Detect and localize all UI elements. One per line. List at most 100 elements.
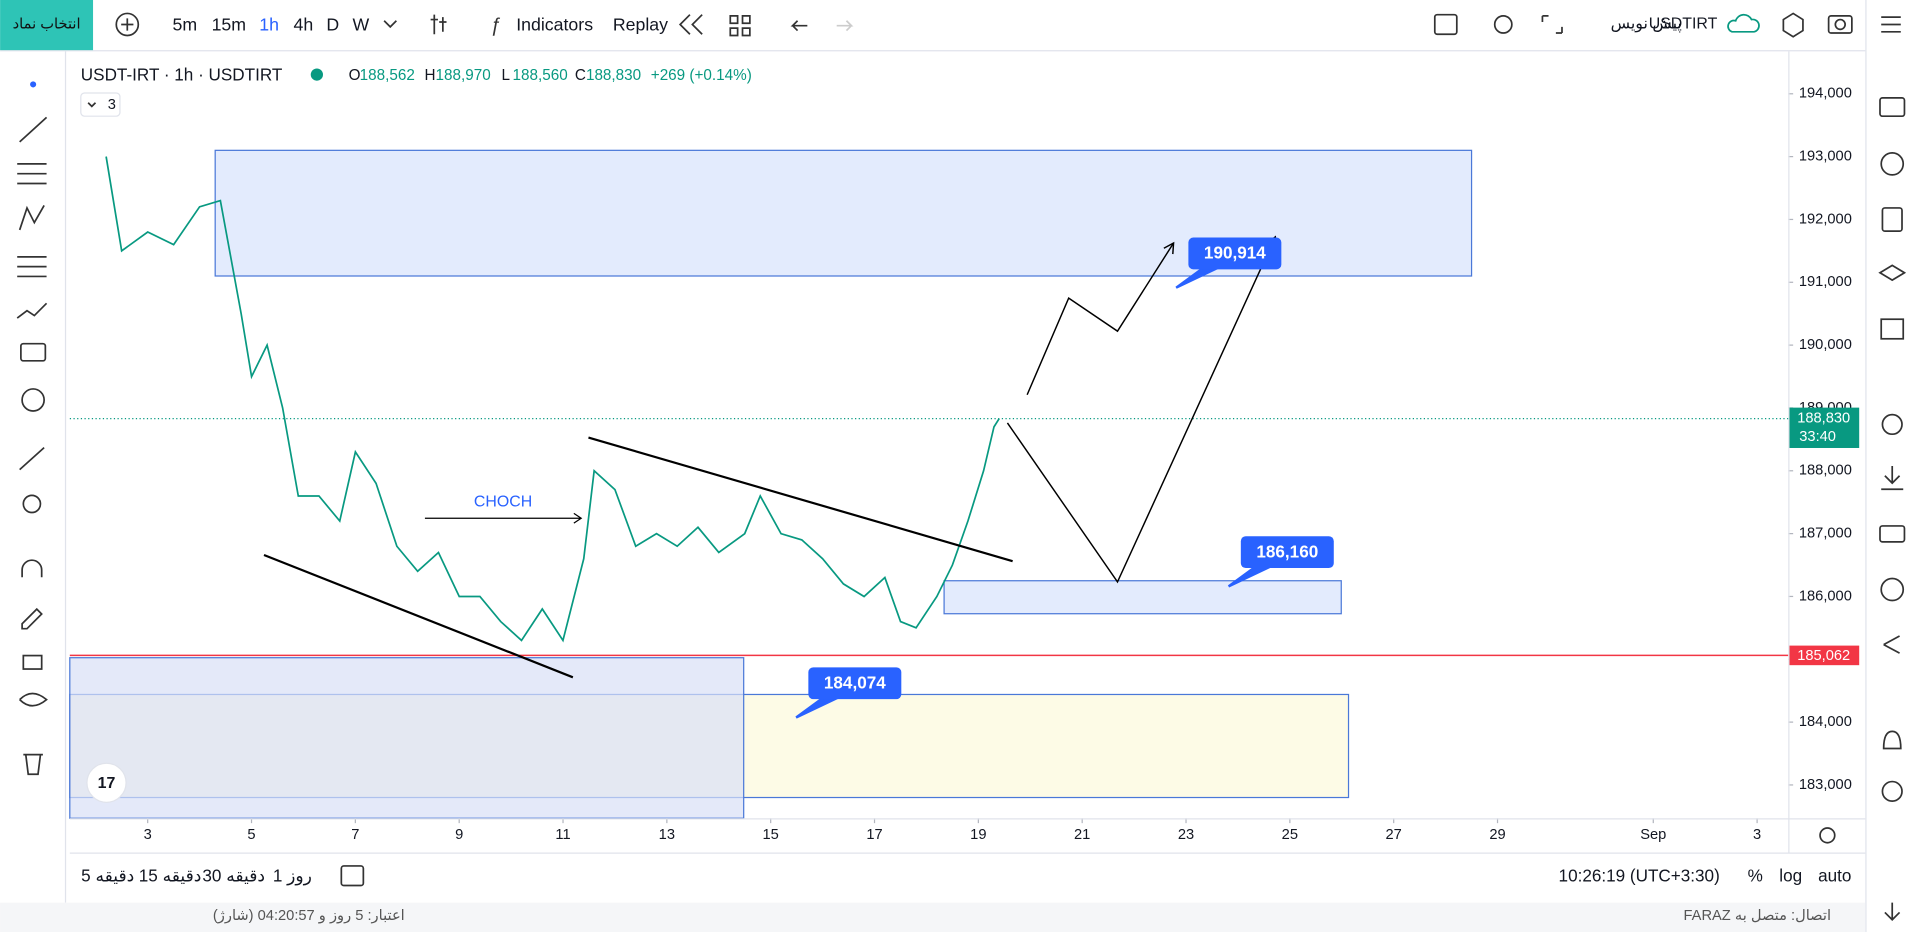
add-icon[interactable] <box>115 12 140 37</box>
y-tick-label: 188,000 <box>1799 463 1852 479</box>
settings-icon[interactable] <box>1881 413 1903 436</box>
axis-settings-icon[interactable] <box>1819 827 1836 844</box>
card-icon[interactable] <box>1879 525 1906 543</box>
log-toggle[interactable]: log <box>1779 866 1802 885</box>
level-badge <box>1789 645 1860 666</box>
expand-icon[interactable] <box>1541 15 1563 34</box>
zone <box>69 657 745 819</box>
fib-tool[interactable] <box>17 163 47 185</box>
y-tick-label: 183,000 <box>1799 777 1852 793</box>
range-button[interactable]: 30 دقیقه <box>202 866 265 885</box>
ohlc-key: H <box>425 67 436 84</box>
notes-icon[interactable] <box>1880 318 1905 340</box>
zone <box>214 149 1473 277</box>
arrowhead <box>1163 241 1175 255</box>
dropdown-icon[interactable] <box>383 20 397 29</box>
alerts-icon[interactable] <box>1880 152 1905 176</box>
interval-button[interactable]: 5m <box>172 14 197 34</box>
trendline <box>263 553 574 679</box>
y-tick-label: 194,000 <box>1799 86 1852 102</box>
x-tick-label: 27 <box>1386 827 1402 843</box>
date-range-icon[interactable] <box>340 865 365 887</box>
percent-toggle[interactable]: % <box>1748 866 1763 885</box>
choch-label: CHOCH <box>474 494 532 511</box>
settings-icon[interactable] <box>1782 12 1804 38</box>
interval-button[interactable]: 1h <box>259 14 279 34</box>
hide-tool[interactable] <box>19 692 48 707</box>
callout-label: 186,160 <box>1256 542 1318 561</box>
watchlist-icon[interactable] <box>1879 96 1906 118</box>
indicators-toggle[interactable] <box>80 92 121 117</box>
add-icon <box>121 18 134 31</box>
change: +269 (+0.14%) <box>651 67 752 84</box>
lock-tool[interactable] <box>22 654 43 670</box>
callout-box <box>1240 536 1334 569</box>
drawing-mode-tool[interactable] <box>21 607 43 630</box>
ruler-tool[interactable] <box>19 447 45 471</box>
layers-icon[interactable] <box>1878 264 1907 282</box>
tv-logo <box>86 762 127 803</box>
cloud-icon[interactable] <box>1727 13 1760 33</box>
interval-button[interactable]: D <box>326 14 339 34</box>
redo-icon[interactable] <box>836 20 854 32</box>
auto-toggle[interactable]: auto <box>1818 866 1851 885</box>
x-tick-label: 13 <box>659 827 675 843</box>
ohlc-value: 188,562 <box>360 67 415 84</box>
zone <box>943 580 1342 615</box>
undo-icon[interactable] <box>790 20 808 32</box>
symbol-label: USDTIRT <box>1649 16 1718 33</box>
x-tick-label: Sep <box>1640 827 1666 843</box>
replay-button[interactable]: Replay <box>613 14 668 34</box>
ohlc-key: L <box>502 67 511 84</box>
interval-button[interactable]: 4h <box>294 14 314 34</box>
shape-tool[interactable] <box>20 342 47 362</box>
zoom-tool[interactable] <box>22 494 42 514</box>
range-button[interactable]: 15 دقیقه <box>139 866 202 885</box>
trendline-tool[interactable] <box>19 116 48 143</box>
y-tick-label: 184,000 <box>1799 714 1852 730</box>
layout-icon[interactable] <box>729 15 751 37</box>
share-icon[interactable] <box>1883 635 1900 654</box>
chart-type-icon[interactable] <box>430 14 447 35</box>
notifications-icon[interactable] <box>1882 730 1902 750</box>
level-label: 185,062 <box>1797 648 1850 664</box>
alert-icon[interactable] <box>1493 15 1513 34</box>
connection-status: اتصال: متصل به FARAZ <box>1684 908 1832 924</box>
ohlc-key: O <box>349 67 361 84</box>
countdown: 33:40 <box>1799 429 1836 445</box>
range-button[interactable]: 5 دقیقه <box>81 866 134 885</box>
snapshot-icon <box>1834 18 1846 31</box>
interval-button[interactable]: W <box>353 14 370 34</box>
x-tick-label: 3 <box>144 827 152 843</box>
fullscreen-icon[interactable] <box>1433 13 1458 36</box>
news-icon[interactable] <box>1881 207 1903 233</box>
top-bar <box>0 0 1918 51</box>
scroll-icon[interactable] <box>1884 902 1901 921</box>
x-tick-label: 25 <box>1282 827 1298 843</box>
account-icon[interactable] <box>1880 577 1905 602</box>
pattern-tool[interactable] <box>18 205 45 231</box>
draft-label: پیش نویس <box>1611 16 1682 34</box>
forecast-tool[interactable] <box>17 255 47 278</box>
x-tick-label: 11 <box>555 827 570 843</box>
y-tick-label: 193,000 <box>1799 148 1852 164</box>
download-icon[interactable] <box>1881 465 1904 491</box>
menu-icon[interactable] <box>1881 16 1901 33</box>
last-price-badge <box>1789 407 1860 448</box>
interval-button[interactable]: 15m <box>212 14 246 34</box>
projection-path <box>1006 236 1276 584</box>
indicators-button[interactable]: Indicators <box>516 14 593 34</box>
symbol-search-button[interactable] <box>0 0 94 51</box>
price-line <box>105 156 1000 643</box>
snapshot-icon[interactable] <box>1827 15 1853 34</box>
last-price-label: 188,830 <box>1797 411 1850 427</box>
delete-tool[interactable] <box>23 753 43 776</box>
projection-path <box>1026 242 1175 396</box>
help-icon[interactable] <box>1881 780 1903 802</box>
x-tick-label: 3 <box>1753 827 1761 843</box>
range-button[interactable]: 1 روز <box>273 866 312 885</box>
prediction-tool[interactable] <box>16 302 48 319</box>
magnet-tool[interactable] <box>21 559 43 578</box>
emoji-tool[interactable] <box>21 388 45 412</box>
cursor-tool[interactable] <box>30 81 37 88</box>
